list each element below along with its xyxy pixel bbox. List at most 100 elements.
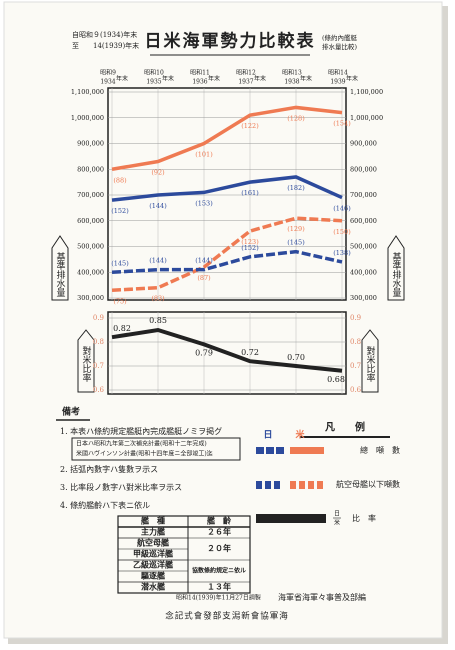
y-tick-label: 300,000	[350, 294, 377, 302]
side-tag	[77, 329, 95, 393]
y-tick-label: 1,000,000	[71, 114, 104, 122]
legend-aux-japan	[256, 481, 280, 489]
note: 2. 括弧內數字ハ隻數ヲ示ス	[60, 464, 158, 474]
y-axis-label: 基準排水量	[55, 251, 66, 297]
table-cell: 驅逐艦	[141, 571, 165, 581]
y-tick-label: 900,000	[350, 140, 377, 148]
x-tick-label: 1938	[284, 79, 299, 86]
count-label: (144)	[195, 257, 213, 265]
y-tick-label: 400,000	[350, 268, 377, 276]
y-tick-label: 800,000	[350, 165, 377, 173]
notes-title: 備考	[62, 406, 80, 418]
y-tick-label: 0.8	[350, 338, 361, 346]
header-note: (條約內艦艇	[322, 33, 358, 42]
count-label: (145)	[287, 239, 305, 247]
count-label: (150)	[333, 228, 351, 236]
count-label: (153)	[195, 199, 213, 207]
table-header: 艦 種	[141, 516, 165, 526]
series-line	[111, 249, 343, 274]
count-label: (154)	[333, 120, 351, 128]
x-tick-label: 昭和13	[282, 69, 302, 77]
x-tick-suffix: 年末	[300, 75, 312, 83]
y-tick-label: 800,000	[77, 165, 104, 173]
count-label: (144)	[149, 257, 167, 265]
legend-total-us	[290, 447, 324, 454]
footer-editor: 海軍省海軍々事普及部編	[278, 592, 366, 602]
side-tag	[361, 329, 379, 393]
x-tick-label: 1937	[238, 79, 253, 86]
table-cell: ２０年	[207, 543, 231, 553]
legend-label: 日	[334, 511, 340, 518]
count-label: (146)	[333, 205, 351, 213]
y-tick-label: 1,000,000	[350, 114, 383, 122]
y-axis-label: 對米比率	[81, 345, 92, 383]
legend-total-japan	[256, 447, 284, 454]
side-tag	[387, 235, 405, 301]
y-tick-label: 700,000	[77, 191, 104, 199]
count-label: (128)	[287, 114, 305, 122]
count-label: (88)	[113, 176, 127, 184]
footer-date: 昭和14(1939)年11月27日調製	[176, 594, 261, 602]
y-tick-label: 900,000	[77, 140, 104, 148]
x-tick-label: 昭和9	[100, 69, 116, 77]
y-tick-label: 0.7	[350, 362, 361, 370]
footer-issuer: 念記式會發部支潟新會協軍海	[165, 611, 289, 622]
x-tick-label: 1934	[100, 79, 115, 86]
table-cell: 航空母艦	[137, 538, 169, 548]
table-cell: １３年	[207, 582, 231, 592]
table-cell: 甲級巡洋艦	[133, 549, 173, 559]
lower-frame	[107, 311, 347, 395]
series-line	[111, 105, 343, 171]
ratio-line	[111, 327, 343, 373]
count-label: (83)	[151, 295, 165, 303]
y-tick-label: 0.8	[93, 338, 104, 346]
period-to: 至 14(1939)年末	[72, 41, 139, 50]
y-tick-label: 500,000	[350, 243, 377, 251]
count-label: (182)	[287, 184, 305, 192]
x-tick-suffix: 年末	[254, 75, 266, 83]
count-label: (75)	[113, 297, 127, 305]
legend-label: 航空母艦以下噸數	[336, 479, 400, 489]
y-tick-label: 1,100,000	[350, 88, 383, 96]
x-tick-suffix: 年末	[346, 75, 358, 83]
value-label: 0.70	[287, 353, 305, 362]
count-label: (87)	[197, 274, 211, 282]
table-cell: 協数條約規定ニ依ル	[192, 567, 246, 575]
x-tick-label: 昭和10	[144, 69, 164, 77]
value-label: 0.68	[327, 375, 345, 384]
legend-us: 米	[294, 429, 305, 441]
value-label: 0.82	[113, 324, 131, 333]
y-axis-label: 基準排水量	[391, 251, 402, 297]
x-tick-label: 1936	[192, 79, 207, 86]
y-tick-label: 0.7	[93, 362, 104, 370]
y-tick-label: 0.6	[93, 386, 105, 394]
legend-aux-us	[290, 481, 323, 489]
note-box-text: 日本ハ昭和九年第二次補充計畫(昭和十二年完成)	[76, 440, 207, 448]
y-tick-label: 300,000	[77, 294, 104, 302]
note: 1. 本表ハ條約規定艦艇內完成艦艇ノミヲ掲グ	[60, 426, 222, 436]
count-label: (92)	[151, 169, 165, 177]
series-line	[111, 175, 343, 202]
y-tick-label: 500,000	[77, 243, 104, 251]
table-cell: 乙級巡洋艦	[133, 560, 173, 570]
y-tick-label: 600,000	[77, 217, 104, 225]
y-axis-label: 對米比率	[365, 345, 376, 383]
value-label: 0.85	[149, 316, 167, 325]
legend-label: 總 噸 數	[360, 445, 400, 455]
note: 3. 比率段ノ數字ハ對米比率ヲ示ス	[60, 482, 182, 492]
count-label: (138)	[333, 249, 351, 257]
count-label: (129)	[287, 225, 305, 233]
y-tick-label: 1,100,000	[71, 88, 104, 96]
y-tick-label: 600,000	[350, 217, 377, 225]
x-tick-label: 1939	[330, 79, 345, 86]
value-label: 0.79	[195, 348, 213, 357]
y-tick-label: 0.9	[93, 314, 104, 322]
legend-ratio	[256, 514, 326, 523]
y-tick-label: 0.9	[350, 314, 361, 322]
count-label: (123)	[241, 238, 259, 246]
x-tick-suffix: 年末	[162, 75, 174, 83]
count-label: (145)	[111, 259, 129, 267]
side-tag	[51, 235, 69, 301]
